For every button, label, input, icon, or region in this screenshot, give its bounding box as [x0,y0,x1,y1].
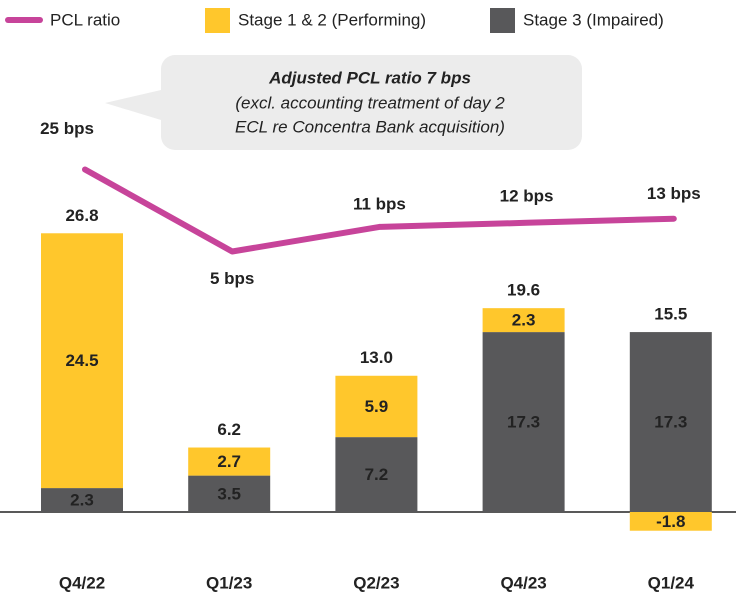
segment-label: 17.3 [507,413,540,432]
bar-segment [629,332,712,512]
pcl-label: 12 bps [500,186,554,205]
pcl-line [82,166,677,255]
segment-label: 17.3 [654,413,687,432]
legend-label: Stage 3 (Impaired) [523,10,664,29]
segment-label: 2.3 [70,491,94,510]
x-tick-label: Q4/23 [500,573,546,592]
segment-label: -1.8 [656,512,685,531]
bar-segment [482,332,565,512]
legend-label: PCL ratio [50,10,120,29]
segment-label: 7.2 [365,465,389,484]
x-tick-label: Q1/24 [648,573,695,592]
annotation-line: ECL re Concentra Bank acquisition) [235,117,505,136]
bar-segment [41,488,123,512]
annotation-title: Adjusted PCL ratio 7 bps [268,68,471,87]
annotation-line: (excl. accounting treatment of day 2 [235,93,505,112]
bar-segment [188,447,271,476]
bar-segment [41,233,123,489]
pcl-label: 11 bps [353,194,406,213]
pcl-label: 5 bps [210,269,254,288]
segment-label: 3.5 [217,484,241,503]
callout-box [105,55,582,150]
x-tick-label: Q2/23 [353,573,399,592]
segment-label: 2.3 [512,311,536,330]
total-label: 13.0 [360,348,393,367]
bar-segment [188,475,271,512]
legend-swatch [490,8,515,33]
total-label: 19.6 [507,281,540,300]
bar-segment [335,437,418,512]
bar-segment [629,512,712,531]
x-tick-label: Q1/23 [206,573,252,592]
total-label: 15.5 [654,305,687,324]
bar-segment [335,375,418,438]
total-label: 6.2 [217,420,241,439]
total-label: 26.8 [65,206,98,225]
x-tick-label: Q4/22 [59,573,105,592]
pcl-label: 13 bps [647,184,701,203]
segment-label: 2.7 [217,452,241,471]
legend-label: Stage 1 & 2 (Performing) [238,10,426,29]
bar-segment [482,308,565,333]
segment-label: 24.5 [65,351,98,370]
pcl-label: 25 bps [40,119,94,138]
segment-label: 5.9 [365,397,389,416]
legend-swatch [205,8,230,33]
